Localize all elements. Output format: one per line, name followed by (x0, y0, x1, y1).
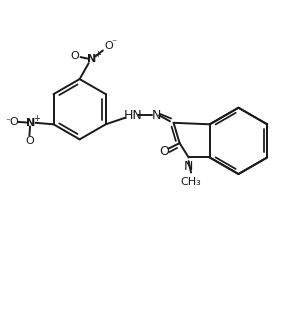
Text: +: + (33, 114, 40, 123)
Text: N: N (151, 109, 161, 122)
Text: O: O (9, 117, 18, 127)
Text: O: O (159, 145, 169, 158)
Text: N: N (184, 160, 193, 174)
Text: O: O (71, 51, 80, 61)
Text: N: N (87, 54, 96, 64)
Text: ⁻: ⁻ (112, 38, 117, 48)
Text: ⁻: ⁻ (6, 117, 10, 127)
Text: O: O (104, 41, 113, 51)
Text: CH₃: CH₃ (181, 177, 201, 187)
Text: O: O (25, 136, 34, 146)
Text: N: N (26, 118, 36, 128)
Text: HN: HN (123, 109, 142, 122)
Text: +: + (94, 50, 101, 59)
